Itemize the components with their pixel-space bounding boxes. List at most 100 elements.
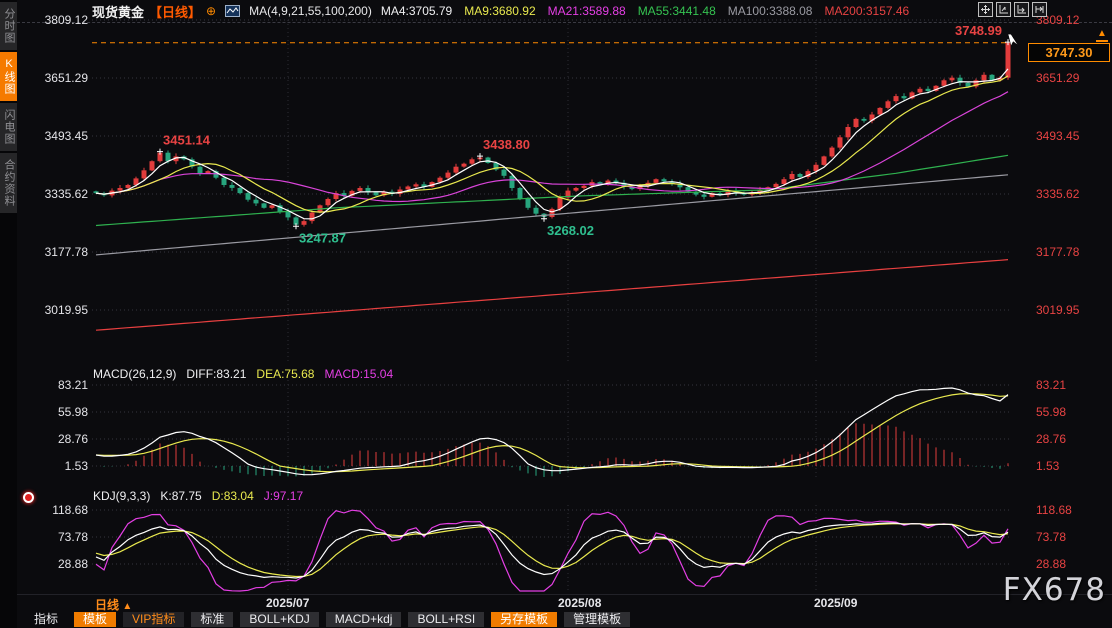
add-indicator-icon[interactable]: ⊕ [206,4,217,18]
price-axis-label: 3335.62 [1036,187,1080,201]
month-label: 2025/08 [558,596,602,610]
month-label: 2025/07 [266,596,310,610]
kdj-axis-label: 118.68 [1036,503,1072,517]
price-annotation: 3247.87 [299,230,346,245]
export-chart-icon[interactable] [1032,2,1047,17]
ma-legend-item: MA100:3388.08 [727,4,813,18]
kdj-header: KDJ(9,3,3) K:87.75 D:83.04 J:97.17 [93,489,303,503]
toolbar-item-MACD+kdj[interactable]: MACD+kdj [325,612,402,627]
ma-legend-item: MA200:3157.46 [824,4,910,18]
ma-line [95,68,1009,220]
header-separator [17,22,1112,23]
macd-panel-chart[interactable] [92,380,1012,480]
macd-title: MACD(26,12,9) [93,367,177,381]
price-axis-label: 3809.12 [44,13,88,27]
sidebar-item-闪电图[interactable]: 闪电图 [0,103,17,151]
ma-line [95,75,1009,213]
kdj-axis-label: 73.78 [57,530,88,544]
k-line [95,522,1009,579]
sidebar-item-合约资料[interactable]: 合约资料 [0,153,17,213]
macd-axis-label: 55.98 [1036,405,1067,419]
kdj-axis-label: 28.88 [1036,557,1067,571]
toolbar-item-VIP指标[interactable]: VIP指标 [123,612,185,627]
month-label: 2025/09 [814,596,858,610]
left-sidebar: 分时图 K线图闪电图合约资料 [0,0,17,628]
price-axis-label: 3019.95 [44,303,88,317]
ma-legend-item: MA55:3441.48 [637,4,716,18]
axis-zoom-icon[interactable] [996,2,1011,17]
macd-axis-label: 83.21 [57,378,88,392]
kdj-j-value: J:97.17 [263,489,304,503]
symbol-title: 现货黄金 [92,4,145,20]
crosshair-tool-icon[interactable] [978,2,993,17]
price-annotation: 3438.80 [483,137,530,152]
diff-line [95,387,1009,476]
macd-diff-value: DIFF:83.21 [186,367,247,381]
bottom-toolbar: 指标 模板 VIP指标 标准 BOLL+KDJ MACD+kdj BOLL+RSI 另存模板管… [17,611,1112,628]
price-up-arrow-icon: ▲ [1096,29,1108,42]
ma-group-label: MA(4,9,21,55,100,200) [249,4,372,18]
kdj-title: KDJ(9,3,3) [93,489,151,503]
kdj-axis-label: 28.88 [57,557,88,571]
kdj-axis-label: 118.68 [52,503,88,517]
kdj-panel-chart[interactable] [92,505,1012,593]
axis-pan-icon[interactable] [1014,2,1029,17]
price-annotation: 3748.99 [955,23,1002,38]
chart-toolbar [978,2,1047,17]
toolbar-item-BOLL+KDJ[interactable]: BOLL+KDJ [240,612,319,627]
kdj-d-value: D:83.04 [211,489,254,503]
price-axis-label: 3651.29 [44,71,88,85]
watermark-logo: FX678 [1002,572,1106,608]
price-axis-label: 3335.62 [44,187,88,201]
toolbar-item-管理模板[interactable]: 管理模板 [564,612,631,627]
ma-line [95,174,1009,256]
macd-axis-label: 1.53 [1036,459,1060,473]
current-price-tag: 3747.30 [1028,43,1110,62]
price-axis-label: 3177.78 [1036,245,1080,259]
kdj-k-value: K:87.75 [160,489,202,503]
toolbar-item-BOLL+RSI[interactable]: BOLL+RSI [408,612,485,627]
price-annotation: 3268.02 [547,223,594,238]
chart-type-icon[interactable] [225,5,241,17]
ma-legend-item: MA9:3680.92 [464,4,536,18]
ma-legend-item: MA4:3705.79 [380,4,453,18]
price-axis-label: 3493.45 [44,129,88,143]
price-axis-label: 3019.95 [1036,303,1080,317]
j-line [95,509,1009,592]
macd-axis-label: 55.98 [57,405,88,419]
price-axis-label: 3493.45 [1036,129,1080,143]
ma-line [95,154,1009,227]
date-axis-row [17,594,1112,611]
toolbar-item-标准[interactable]: 标准 [191,612,234,627]
ma-legend-item: MA21:3589.88 [547,4,626,18]
candles-group [93,42,1011,227]
period-selector[interactable]: 日线 ▲ [95,598,133,612]
macd-macd-value: MACD:15.04 [324,367,394,381]
dea-line [95,393,1009,473]
price-axis-label: 3177.78 [44,245,88,259]
toolbar-item-另存模板[interactable]: 另存模板 [491,612,558,627]
ma-legend: MA4:3705.79 MA9:3680.92 MA21:3589.88 MA55:3… [381,4,909,18]
chart-header: 现货黄金 【日线】 ⊕ MA(4,9,21,55,100,200) MA4:37… [92,3,909,20]
d-line [95,522,1009,578]
main-price-chart[interactable]: 3451.14 3247.87 3438.80 3268.02 3748.99 [92,19,1019,362]
period-tag[interactable]: 【日线】 [149,4,202,20]
price-axis-label: 3651.29 [1036,71,1080,85]
sidebar-item-K线图[interactable]: K线图 [0,52,17,101]
toolbar-item-模板[interactable]: 模板 [74,612,117,627]
price-annotation: 3451.14 [163,133,211,148]
kdj-axis-label: 73.78 [1036,530,1067,544]
ma-line [95,259,1009,331]
macd-header: MACD(26,12,9) DIFF:83.21 DEA:75.68 MACD:… [93,367,393,381]
macd-axis-label: 1.53 [64,459,88,473]
macd-axis-label: 28.76 [57,432,88,446]
indicator-marker-icon[interactable] [23,492,34,503]
ma-line [95,91,1009,203]
toolbar-item-指标[interactable]: 指标 [34,612,59,626]
sidebar-item-分时图[interactable]: 分时图 [0,2,17,50]
macd-axis-label: 28.76 [1036,432,1067,446]
macd-axis-label: 83.21 [1036,378,1067,392]
mouse-cursor-icon [1007,33,1019,47]
macd-dea-value: DEA:75.68 [256,367,315,381]
